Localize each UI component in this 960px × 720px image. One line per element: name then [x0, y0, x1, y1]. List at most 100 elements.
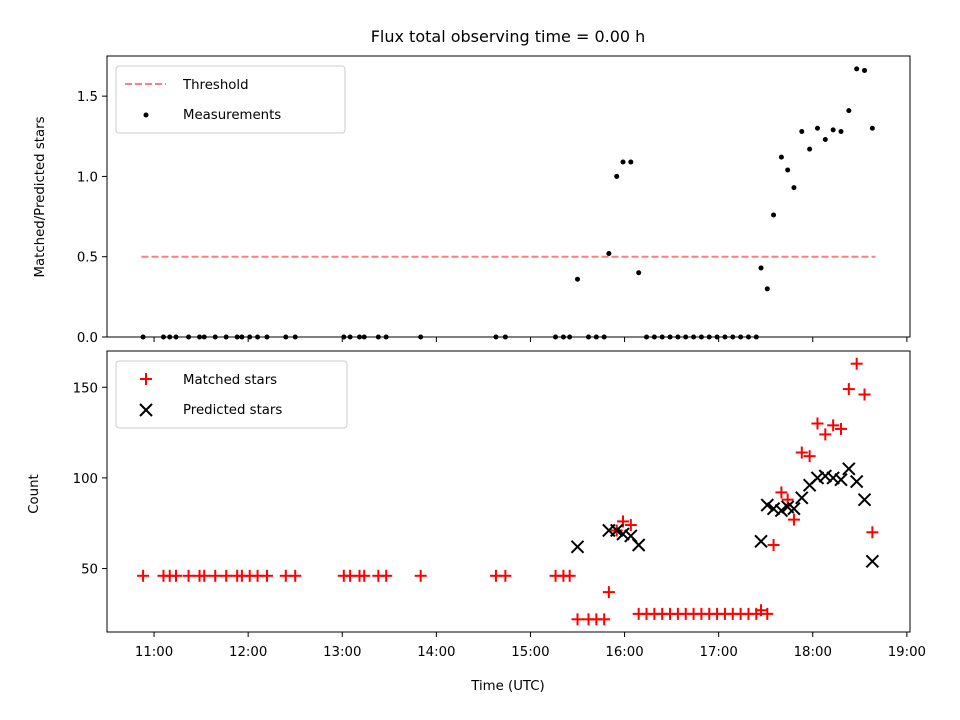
legend-predicted-swatch [139, 403, 153, 417]
predicted-star-point [865, 554, 880, 569]
matched-star-point [842, 383, 855, 396]
predicted-star-point [849, 474, 864, 489]
predicted-star-point [570, 540, 585, 554]
matched-star-point [182, 569, 195, 582]
matched-star-point [260, 569, 273, 582]
matched-star-point [598, 613, 611, 626]
legend-predicted-label: Predicted stars [183, 403, 282, 418]
x-stroke-b [780, 500, 795, 514]
matched-star-point [811, 417, 824, 430]
x-stroke-b [834, 473, 848, 487]
chart-title: Flux total observing time = 0.00 h [371, 27, 646, 46]
x-stroke-b [795, 491, 809, 505]
predicted-star-point [766, 502, 781, 516]
measurement-point [620, 159, 626, 165]
matched-star-point [850, 357, 863, 370]
y-tick-label: 0.0 [77, 331, 98, 346]
top-x-axis [153, 337, 908, 342]
matched-star-point [198, 569, 211, 582]
predicted-star-point [818, 469, 833, 483]
legend-matched-swatch [140, 373, 152, 385]
measurement-point [575, 276, 581, 282]
bottom-y-axis: 50 100 150 [73, 381, 107, 578]
measurement-point [822, 136, 828, 142]
predicted-star-point [760, 498, 774, 512]
measurement-point [846, 108, 852, 114]
top-y-axis: 0.0 0.5 1.0 1.5 [77, 90, 107, 346]
x-stroke-b [610, 523, 624, 538]
x-stroke-b [624, 529, 638, 543]
measurement-point [636, 270, 642, 276]
legend-frame [115, 360, 348, 429]
x-stroke-b [570, 540, 585, 554]
measurement-point [799, 128, 805, 134]
matched-star-point [827, 419, 840, 432]
bottom-axes-frame [106, 350, 911, 633]
predicted-star-point [787, 502, 801, 516]
x-stroke-b [631, 538, 646, 552]
predicted-star-point [810, 471, 825, 485]
matched-star-point [571, 613, 584, 626]
predicted-star-point [857, 492, 872, 507]
x-stroke-b [754, 534, 768, 549]
matched-star-point [761, 607, 774, 620]
measurement-point [814, 125, 820, 131]
predicted-star-point [834, 473, 848, 487]
matched-star-point [358, 569, 371, 582]
matched-star-point [767, 538, 780, 551]
matched-star-point [866, 526, 879, 539]
matched-star-point [289, 569, 302, 582]
legend-measurements-swatch [143, 112, 149, 118]
measurement-point [791, 185, 797, 191]
y-tick-label: 0.5 [77, 251, 98, 266]
matched-star-point [819, 428, 832, 441]
y-tick-label: 150 [73, 381, 98, 396]
matched-star-point [602, 586, 615, 599]
x-tick-label: 13:00 [323, 645, 361, 660]
measurement-point [838, 128, 844, 134]
x-axis-label: Time (UTC) [470, 679, 545, 694]
predicted-star-point [842, 462, 856, 476]
bottom-y-axis-label: Count [27, 474, 42, 514]
legend-measurements-label: Measurements [183, 108, 281, 123]
y-tick-label: 100 [73, 472, 98, 487]
top-legend: Threshold Measurements [115, 65, 346, 134]
matched-star-point [803, 450, 816, 463]
measurement-point [764, 286, 770, 292]
matched-star-point [170, 569, 183, 582]
predicted-star-point [774, 503, 789, 518]
x-tick-label: 15:00 [511, 645, 549, 660]
matched-star-point [499, 569, 512, 582]
matched-star-point [787, 513, 800, 526]
predicted-star-point [616, 527, 630, 541]
x-tick-label: 18:00 [794, 645, 832, 660]
matched-star-point [220, 569, 233, 582]
x-stroke-b [616, 527, 630, 541]
y-tick-label: 1.5 [77, 90, 98, 105]
bottom-plot-area [137, 357, 880, 626]
x-stroke-b [865, 554, 880, 569]
x-stroke-b [766, 502, 781, 516]
legend-threshold-label: Threshold [182, 78, 249, 93]
x-stroke-b [826, 471, 840, 485]
predicted-star-point [631, 538, 646, 552]
matched-star-point [380, 569, 393, 582]
x-tick-label: 14:00 [417, 645, 455, 660]
matched-star-point [624, 519, 637, 532]
x-stroke-b [818, 469, 833, 483]
matched-star-point [414, 569, 427, 582]
measurement-point [778, 154, 784, 160]
bottom-legend: Matched stars Predicted stars [115, 360, 348, 429]
bottom-x-axis: 11:00 12:00 13:00 14:00 15:00 16:00 17:00 18:00… [135, 632, 926, 660]
measurement-point [869, 125, 875, 131]
matched-star-point [755, 604, 768, 617]
measurement-point [862, 67, 868, 73]
x-tick-label: 11:00 [135, 645, 173, 660]
x-stroke-b [810, 471, 825, 485]
measurement-point [807, 146, 813, 152]
x-stroke-b [842, 462, 856, 476]
measurement-point [614, 173, 620, 179]
y-tick-label: 50 [81, 563, 98, 578]
measurement-point [758, 265, 764, 271]
